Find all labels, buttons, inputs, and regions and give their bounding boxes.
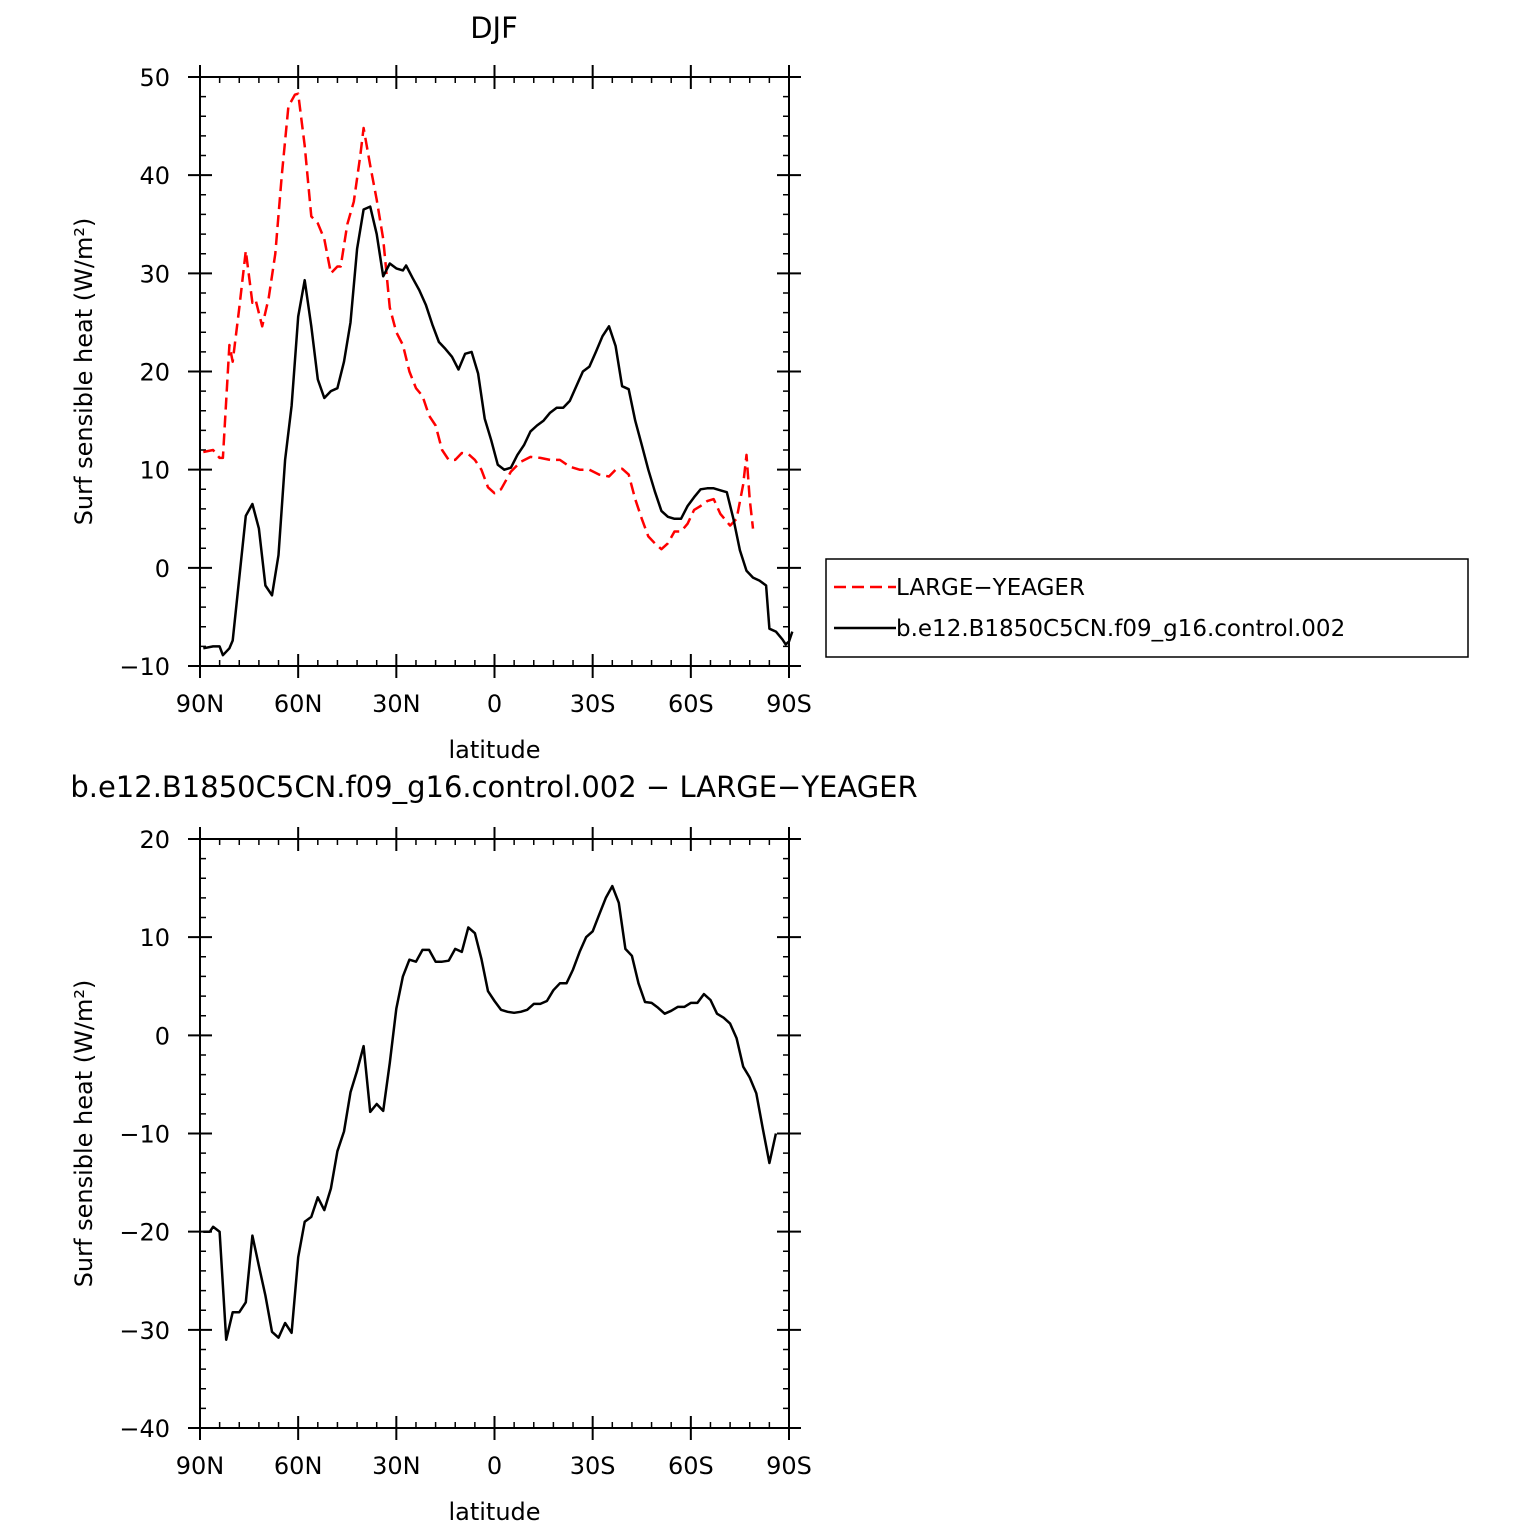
y-axis-label: Surf sensible heat (W/m²): [70, 980, 98, 1288]
bottom-chart: 90N 60N 30N 0 30S 60S 90S −40 −30 −20 −10 0 10 20 lati…: [70, 826, 812, 1526]
y-tick-label: 0: [155, 1022, 170, 1050]
series-line-0: [203, 884, 778, 1341]
y-tick-label: −10: [119, 653, 170, 681]
x-tick-label: 30N: [372, 690, 421, 718]
x-tick-label: 0: [487, 690, 502, 718]
y-tick-label: 20: [139, 826, 170, 854]
legend: LARGE−YEAGER b.e12.B1850C5CN.f09_g16.con…: [825, 558, 1469, 658]
bottom-chart-title: b.e12.B1850C5CN.f09_g16.control.002 − LA…: [70, 770, 917, 804]
legend-box: [825, 558, 1469, 658]
x-tick-label: 60N: [274, 1452, 323, 1480]
x-tick-label: 30N: [372, 1452, 421, 1480]
y-tick-label: −20: [119, 1219, 170, 1247]
y-tick-label: 30: [139, 260, 170, 288]
plot-frame: [199, 838, 790, 1429]
x-axis-label: latitude: [448, 1498, 540, 1526]
x-tick-label: 30S: [570, 690, 616, 718]
y-tick-label: −10: [119, 1121, 170, 1149]
x-tick-label: 60S: [668, 1452, 714, 1480]
y-tick-label: −30: [119, 1317, 170, 1345]
minor-ticks: [200, 77, 789, 666]
x-tick-label: 90N: [176, 1452, 225, 1480]
x-tick-label: 60N: [274, 690, 323, 718]
x-axis-label: latitude: [448, 736, 540, 764]
y-tick-label: 40: [139, 162, 170, 190]
plot-frame: [199, 76, 790, 667]
x-tick-label: 0: [487, 1452, 502, 1480]
top-chart: 90N 60N 30N 0 30S 60S 90S −10 0 10 20 30 40 50 latitud…: [70, 64, 812, 764]
minor-ticks: [200, 839, 789, 1428]
y-tick-label: −40: [119, 1415, 170, 1443]
x-tick-label: 90S: [766, 1452, 812, 1480]
y-tick-label: 10: [139, 924, 170, 952]
x-tick-label: 60S: [668, 690, 714, 718]
series-line-1: [203, 205, 794, 657]
x-tick-label: 90N: [176, 690, 225, 718]
x-tick-label: 30S: [570, 1452, 616, 1480]
y-tick-label: 50: [139, 64, 170, 92]
y-tick-label: 0: [155, 555, 170, 583]
legend-label-large-yeager: LARGE−YEAGER: [896, 575, 1085, 601]
series-line-0: [203, 92, 755, 551]
y-tick-label: 20: [139, 359, 170, 387]
y-axis-label: Surf sensible heat (W/m²): [70, 218, 98, 526]
y-tick-label: 10: [139, 457, 170, 485]
legend-label-control: b.e12.B1850C5CN.f09_g16.control.002: [896, 616, 1345, 642]
x-tick-label: 90S: [766, 690, 812, 718]
top-chart-title: DJF: [470, 11, 518, 45]
